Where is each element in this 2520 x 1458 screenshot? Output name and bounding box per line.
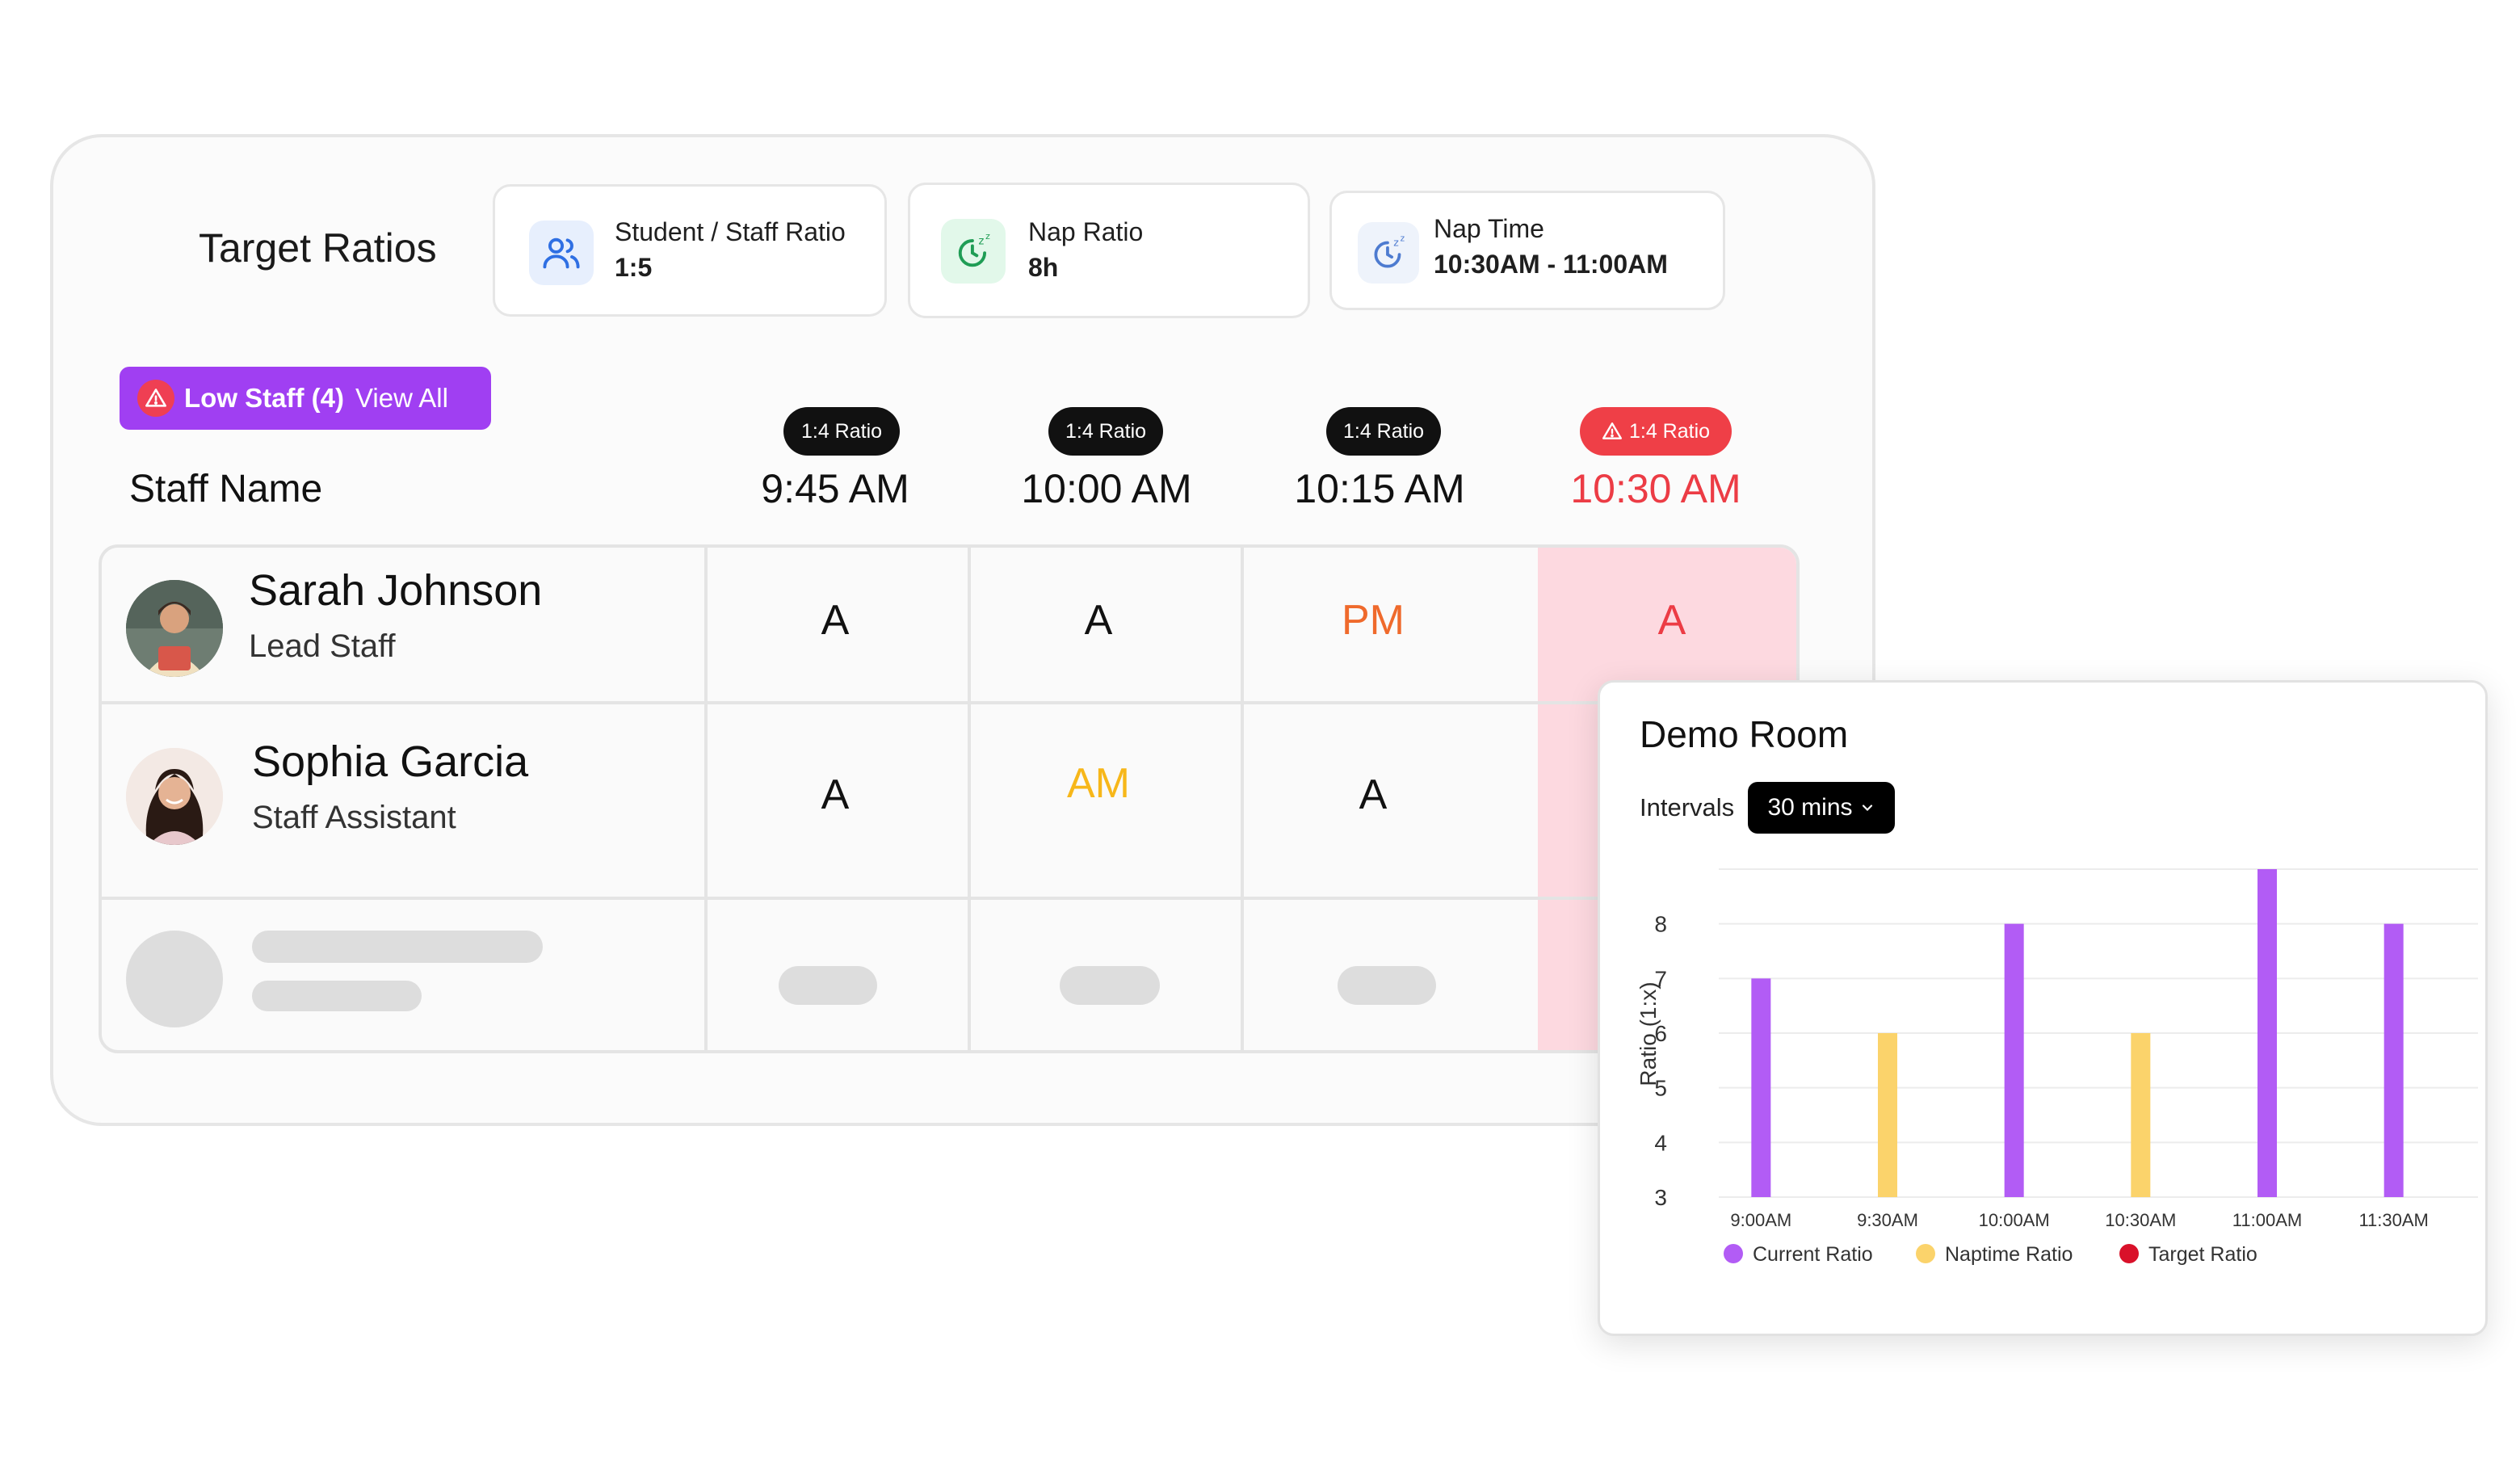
view-all-link[interactable]: View All [355,383,448,413]
nap-time-card: z z Nap Time 10:30AM - 11:00AM [1329,191,1725,310]
legend-label: Naptime Ratio [1945,1243,2073,1266]
role-placeholder [252,981,422,1011]
avatar-placeholder [126,931,223,1027]
y-tick-label: 5 [1654,1076,1667,1101]
interval-dropdown[interactable]: 30 mins [1748,782,1895,834]
time-header: 9:45 AM [761,466,909,511]
warning-icon [137,380,174,417]
attendance-cell[interactable]: PM [1342,597,1405,644]
staff-schedule-table: Sarah Johnson Lead Staff A A PM A Sophia… [99,544,1800,1053]
cell-placeholder [779,966,877,1005]
x-tick-label: 11:30AM [2358,1210,2428,1230]
legend-marker [1724,1244,1743,1263]
y-axis-label: Ratio (1:x) [1636,981,1661,1086]
student-staff-ratio-label: Student / Staff Ratio [615,217,846,246]
sleep-clock-icon: z z [1358,222,1419,284]
staff-role: Lead Staff [249,628,396,664]
users-icon [529,221,594,285]
attendance-cell[interactable]: AM [1067,760,1130,807]
warning-icon [1602,422,1622,439]
legend-label: Current Ratio [1753,1243,1873,1266]
x-tick-label: 9:30AM [1857,1210,1918,1230]
alert-ratio-pill: 1:4 Ratio [1580,407,1732,456]
alert-time-header: 10:30 AM [1570,466,1741,511]
chart-bar [2131,1033,2151,1197]
attendance-cell[interactable]: A [1084,597,1113,644]
time-header: 10:15 AM [1294,466,1465,511]
row-divider [102,897,1796,900]
chart-bar [2384,923,2404,1197]
column-divider [968,548,971,1050]
column-divider [1241,548,1244,1050]
x-tick-label: 10:30AM [2105,1210,2176,1230]
nap-time-label: Nap Time [1434,214,1544,243]
low-staff-alert-button[interactable]: Low Staff (4) View All [120,367,491,430]
staff-name: Sarah Johnson [249,566,543,615]
x-tick-label: 11:00AM [2232,1210,2302,1230]
ratio-pill: 1:4 Ratio [1048,407,1163,456]
y-tick-label: 6 [1654,1021,1667,1046]
y-tick-label: 3 [1654,1185,1667,1210]
intervals-label: Intervals [1640,793,1735,821]
legend-marker [2119,1244,2139,1263]
demo-room-card [1598,680,2488,1336]
ratio-pill: 1:4 Ratio [783,407,900,456]
x-tick-label: 9:00AM [1730,1210,1791,1230]
nap-ratio-card: z z Nap Ratio 8h [908,183,1310,318]
sleep-timer-icon: z z [941,219,1006,284]
cell-placeholder [1060,966,1160,1005]
chevron-down-icon [1862,805,1872,812]
chart-bar [2004,923,2024,1197]
y-tick-label: 4 [1654,1130,1667,1155]
attendance-cell[interactable]: A [821,771,850,818]
chart-bar [1878,1033,1897,1197]
chart-bar [2258,869,2277,1197]
nap-ratio-value: 8h [1028,253,1059,282]
attendance-cell[interactable]: A [1657,597,1686,644]
low-staff-label: Low Staff (4) [184,383,344,413]
student-staff-ratio-card: Student / Staff Ratio 1:5 [493,184,887,317]
cell-placeholder [1338,966,1436,1005]
attendance-cell[interactable]: A [1359,771,1388,818]
nap-ratio-label: Nap Ratio [1028,217,1144,246]
x-tick-label: 10:00AM [1979,1210,2050,1230]
time-header: 10:00 AM [1021,466,1192,511]
avatar [126,580,223,677]
legend-marker [1916,1244,1935,1263]
svg-text:z: z [985,231,990,242]
demo-room-title: Demo Room [1640,713,1849,755]
nap-time-value: 10:30AM - 11:00AM [1434,250,1668,279]
staff-role: Staff Assistant [252,800,456,835]
svg-text:z: z [1401,233,1405,243]
svg-text:z: z [979,235,985,247]
ratio-pill: 1:4 Ratio [1326,407,1441,456]
avatar [126,748,223,845]
chart-bar [1751,978,1771,1197]
legend-label: Target Ratio [2148,1243,2258,1266]
attendance-cell[interactable]: A [821,597,850,644]
target-ratios-title: Target Ratios [199,225,437,271]
staff-name: Sophia Garcia [252,737,529,786]
ratio-bar-chart: 3 4 5 6 7 8 Ratio (1:x) 9:00AM 9:30AM 10:00AM 10:3… [1636,868,2478,1266]
y-tick-label: 8 [1654,912,1667,937]
row-divider [102,701,1796,704]
alert-ratio-label: 1:4 Ratio [1628,419,1711,443]
staff-name-header: Staff Name [129,468,323,511]
name-placeholder [252,931,543,963]
y-tick-label: 7 [1654,966,1667,991]
svg-text:z: z [1393,237,1399,249]
column-divider [704,548,708,1050]
interval-value: 30 mins [1767,794,1853,821]
student-staff-ratio-value: 1:5 [615,253,653,282]
